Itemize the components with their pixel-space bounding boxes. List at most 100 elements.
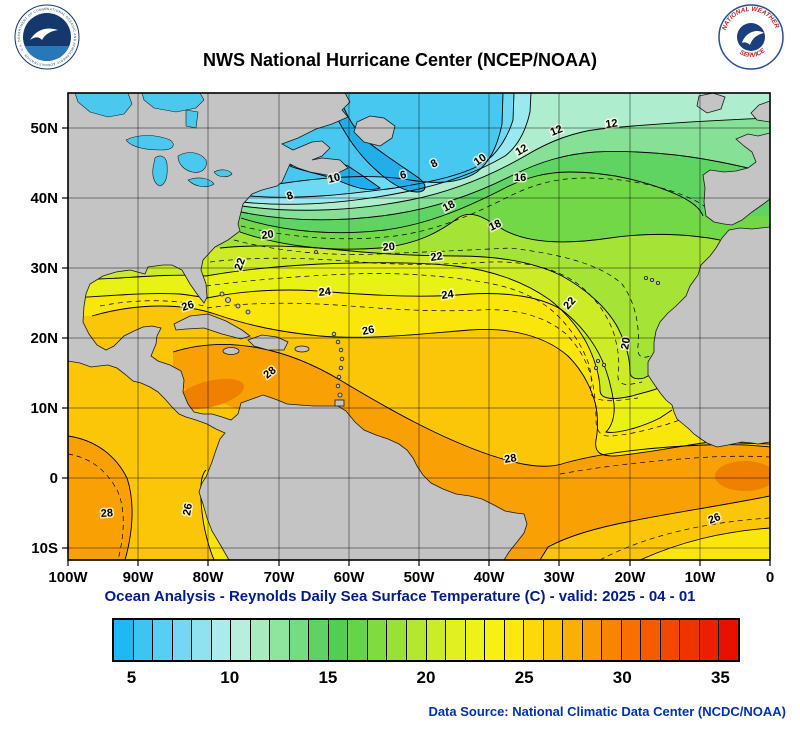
lon-tick: 0 [766, 569, 774, 586]
noaa-gull-icon [30, 28, 58, 40]
latitude-labels: 50N 40N 30N 20N 10N 0 10S [30, 120, 58, 557]
colorbar-segment [288, 620, 309, 660]
colorbar-tick: 35 [710, 668, 730, 687]
lat-tick: 50N [30, 120, 58, 137]
land-newfoundland [353, 115, 396, 147]
colorbar-segment [601, 620, 621, 660]
colorbar-scale [112, 618, 740, 662]
data-source-note: Data Source: National Climatic Data Cent… [428, 704, 786, 719]
colorbar-segment [640, 620, 660, 660]
lon-tick: 80W [193, 569, 225, 586]
colorbar-segment [581, 620, 602, 660]
lat-tick: 20N [30, 330, 58, 347]
colorbar-segment [679, 620, 699, 660]
land-ireland [696, 93, 726, 114]
contour-label: 20 [619, 336, 633, 350]
colorbar-segment [230, 620, 250, 660]
colorbar-segment [542, 620, 563, 660]
lon-tick: 90W [123, 569, 155, 586]
nws-swoosh-icon [742, 31, 764, 45]
axis-ticks [62, 127, 771, 566]
sst-band-lt-4-blob [332, 93, 426, 192]
land-jamaica [222, 347, 240, 355]
colorbar-segment [347, 620, 367, 660]
lon-tick: 100W [48, 569, 88, 586]
contour-label: 6 [399, 169, 408, 182]
contour-label: 24 [318, 286, 332, 299]
water-lake-ontario [213, 169, 233, 178]
sst-blob-29-guinea [715, 461, 770, 491]
colorbar-segment [132, 620, 153, 660]
colorbar-segment [152, 620, 172, 660]
lon-tick: 10W [685, 569, 717, 586]
contour-label: 10 [327, 171, 342, 186]
colorbar-tick: 25 [514, 668, 534, 687]
lon-tick: 60W [334, 569, 366, 586]
colorbar-tick: 15 [318, 668, 338, 687]
contour-label: 26 [181, 502, 195, 516]
colorbar-segment [327, 620, 348, 660]
contour-label: 12 [605, 117, 619, 131]
colorbar-segment [718, 620, 738, 660]
lat-tick: 10S [31, 540, 58, 557]
contour-label: 28 [100, 507, 113, 520]
land-iberia-france [702, 132, 770, 226]
colorbar-segment [503, 620, 524, 660]
contour-label: 20 [382, 241, 395, 254]
colorbar-segment [405, 620, 426, 660]
contour-label: 16 [514, 172, 526, 184]
map-container: 6 8 8 10 10 12 12 12 16 18 18 20 20 20 2… [0, 84, 800, 591]
sst-band-corner-24-26 [640, 528, 770, 560]
longitude-labels: 100W 90W 80W 70W 60W 50W 40W 30W 20W 10W… [48, 569, 774, 586]
land-hispaniola [247, 334, 289, 351]
colorbar-segment [114, 620, 133, 660]
land-lesser-antilles [331, 331, 345, 407]
colorbar-segment [171, 620, 192, 660]
colorbar-segment [464, 620, 485, 660]
land-africa [647, 226, 770, 448]
sst-map: 6 8 8 10 10 12 12 12 16 18 18 20 20 20 2… [30, 92, 774, 586]
colorbar-segment [523, 620, 543, 660]
lon-tick: 20W [615, 569, 647, 586]
colorbar-segment [191, 620, 211, 660]
colorbar-segment [698, 620, 719, 660]
colorbar-segment [386, 620, 406, 660]
colorbar-segment [308, 620, 328, 660]
colorbar-segment [425, 620, 446, 660]
sst-band-ge-28-pacific [68, 436, 133, 560]
colorbar-segment [445, 620, 465, 660]
water-lake-huron [177, 152, 207, 173]
land-puerto-rico [294, 345, 310, 353]
colorbar-tick: 30 [612, 668, 632, 687]
lat-tick: 30N [30, 260, 58, 277]
colorbar-ticks: 5 10 15 20 25 30 35 [112, 668, 740, 694]
colorbar-segment [366, 620, 387, 660]
land-canary-islands [644, 275, 661, 285]
colorbar-segment [620, 620, 641, 660]
contour-label: 26 [361, 324, 375, 338]
colorbar-segment [484, 620, 504, 660]
lat-tick: 40N [30, 190, 58, 207]
colorbar-segment [269, 620, 289, 660]
land-bahamas [219, 291, 251, 315]
colorbar: 5 10 15 20 25 30 35 [112, 618, 740, 694]
contour-label: 20 [261, 228, 275, 242]
land-bermuda [314, 250, 318, 254]
contour-label: 22 [430, 250, 444, 264]
water-james-bay [185, 109, 199, 129]
map-caption: Ocean Analysis - Reynolds Daily Sea Surf… [104, 588, 696, 605]
colorbar-tick: 20 [416, 668, 436, 687]
lon-tick: 50W [404, 569, 436, 586]
land-england [750, 100, 770, 123]
sst-blob-29-caribbean [175, 378, 245, 410]
land-cuba [173, 313, 251, 340]
landmasses [68, 93, 770, 560]
lon-tick: 30W [544, 569, 576, 586]
colorbar-tick: 5 [126, 668, 137, 687]
lat-tick: 0 [50, 470, 58, 487]
water-lake-michigan [152, 155, 168, 187]
colorbar-segment [249, 620, 270, 660]
contour-label: 24 [441, 288, 456, 302]
colorbar-segment [562, 620, 582, 660]
sst-contours-dashed [68, 177, 770, 560]
